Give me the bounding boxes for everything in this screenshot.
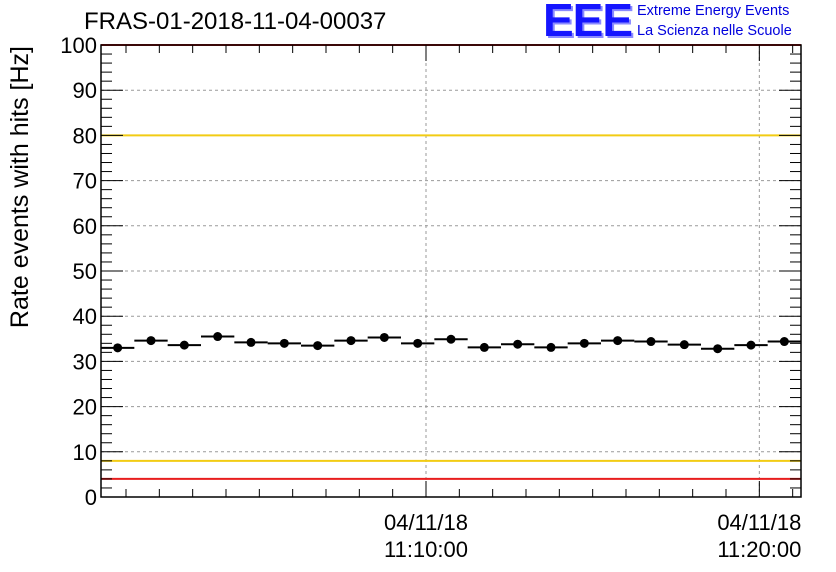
data-point — [413, 338, 423, 348]
y-tick-label: 0 — [85, 485, 97, 510]
data-series — [101, 332, 801, 354]
grid — [101, 45, 801, 497]
data-point — [746, 340, 756, 350]
tick-labels: 010203040506070809010004/11/1811:10:0004… — [60, 33, 801, 562]
logo-line-2: La Scienza nelle Scuole — [637, 23, 792, 39]
data-point — [346, 336, 356, 346]
y-tick-label: 90 — [73, 78, 97, 103]
y-axis-title: Rate events with hits [Hz] — [6, 46, 34, 328]
y-tick-label: 40 — [73, 304, 97, 329]
axis-ticks — [101, 44, 801, 498]
data-point — [779, 337, 789, 347]
logo-mark: EEE — [543, 0, 633, 46]
data-point — [246, 337, 256, 347]
data-point — [579, 338, 589, 348]
y-tick-label: 80 — [73, 123, 97, 148]
data-point — [446, 334, 456, 344]
chart-title: FRAS-01-2018-11-04-00037 — [84, 8, 387, 35]
data-point — [679, 340, 689, 350]
data-point — [213, 332, 223, 342]
data-point — [279, 338, 289, 348]
data-point — [146, 336, 156, 346]
y-tick-label: 50 — [73, 259, 97, 284]
data-point — [546, 342, 556, 352]
data-point — [313, 341, 323, 351]
data-point — [179, 340, 189, 350]
y-tick-label: 100 — [60, 33, 97, 58]
x-tick-label-time: 11:10:00 — [384, 537, 468, 562]
data-point — [713, 344, 723, 354]
data-point — [379, 332, 389, 342]
data-point — [513, 339, 523, 349]
y-tick-label: 30 — [73, 349, 97, 374]
eee-logo: EEE Extreme Energy Events La Scienza nel… — [543, 0, 833, 46]
x-tick-label-time: 11:20:00 — [717, 537, 801, 562]
x-tick-label-date: 04/11/18 — [717, 510, 801, 535]
y-tick-label: 20 — [73, 395, 97, 420]
data-point — [646, 337, 656, 347]
data-point — [479, 342, 489, 352]
y-tick-label: 60 — [73, 214, 97, 239]
reference-lines — [101, 44, 801, 480]
logo-line-1: Extreme Energy Events — [637, 3, 790, 19]
x-tick-label-date: 04/11/18 — [384, 510, 468, 535]
y-tick-label: 70 — [73, 169, 97, 194]
data-point — [113, 343, 123, 353]
y-tick-label: 10 — [73, 440, 97, 465]
data-point — [613, 336, 623, 346]
